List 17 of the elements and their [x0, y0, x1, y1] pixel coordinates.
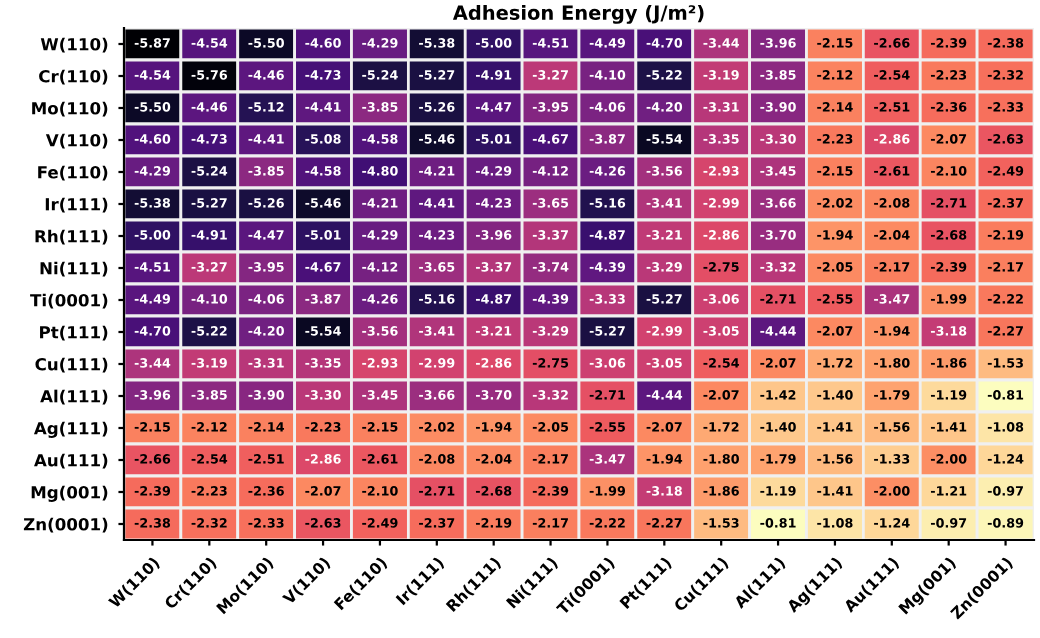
y-tick-label: Ir(111) [45, 197, 108, 213]
y-tick-label: V(110) [45, 133, 108, 149]
y-tick-label: Pt(111) [40, 325, 108, 341]
y-tick-label: Au(111) [34, 453, 108, 469]
y-tick-label: Ni(111) [40, 261, 108, 277]
y-tick-label: Zn(0001) [23, 517, 108, 533]
y-tick-label: Ag(111) [33, 421, 108, 438]
y-tick-label: Cr(110) [39, 69, 108, 85]
chart-title: Adhesion Energy (J/m²) [452, 4, 704, 24]
y-tick-label: Al(111) [40, 389, 108, 405]
y-tick-label: Mg(001) [31, 485, 108, 502]
y-tick-label: Rh(111) [35, 229, 108, 245]
y-tick-label: W(110) [40, 37, 108, 53]
y-tick-label: Mo(110) [32, 101, 108, 117]
y-tick-label: Cu(111) [35, 357, 108, 373]
y-tick-label: Ti(0001) [30, 293, 108, 309]
y-tick-label: Fe(110) [38, 165, 108, 181]
